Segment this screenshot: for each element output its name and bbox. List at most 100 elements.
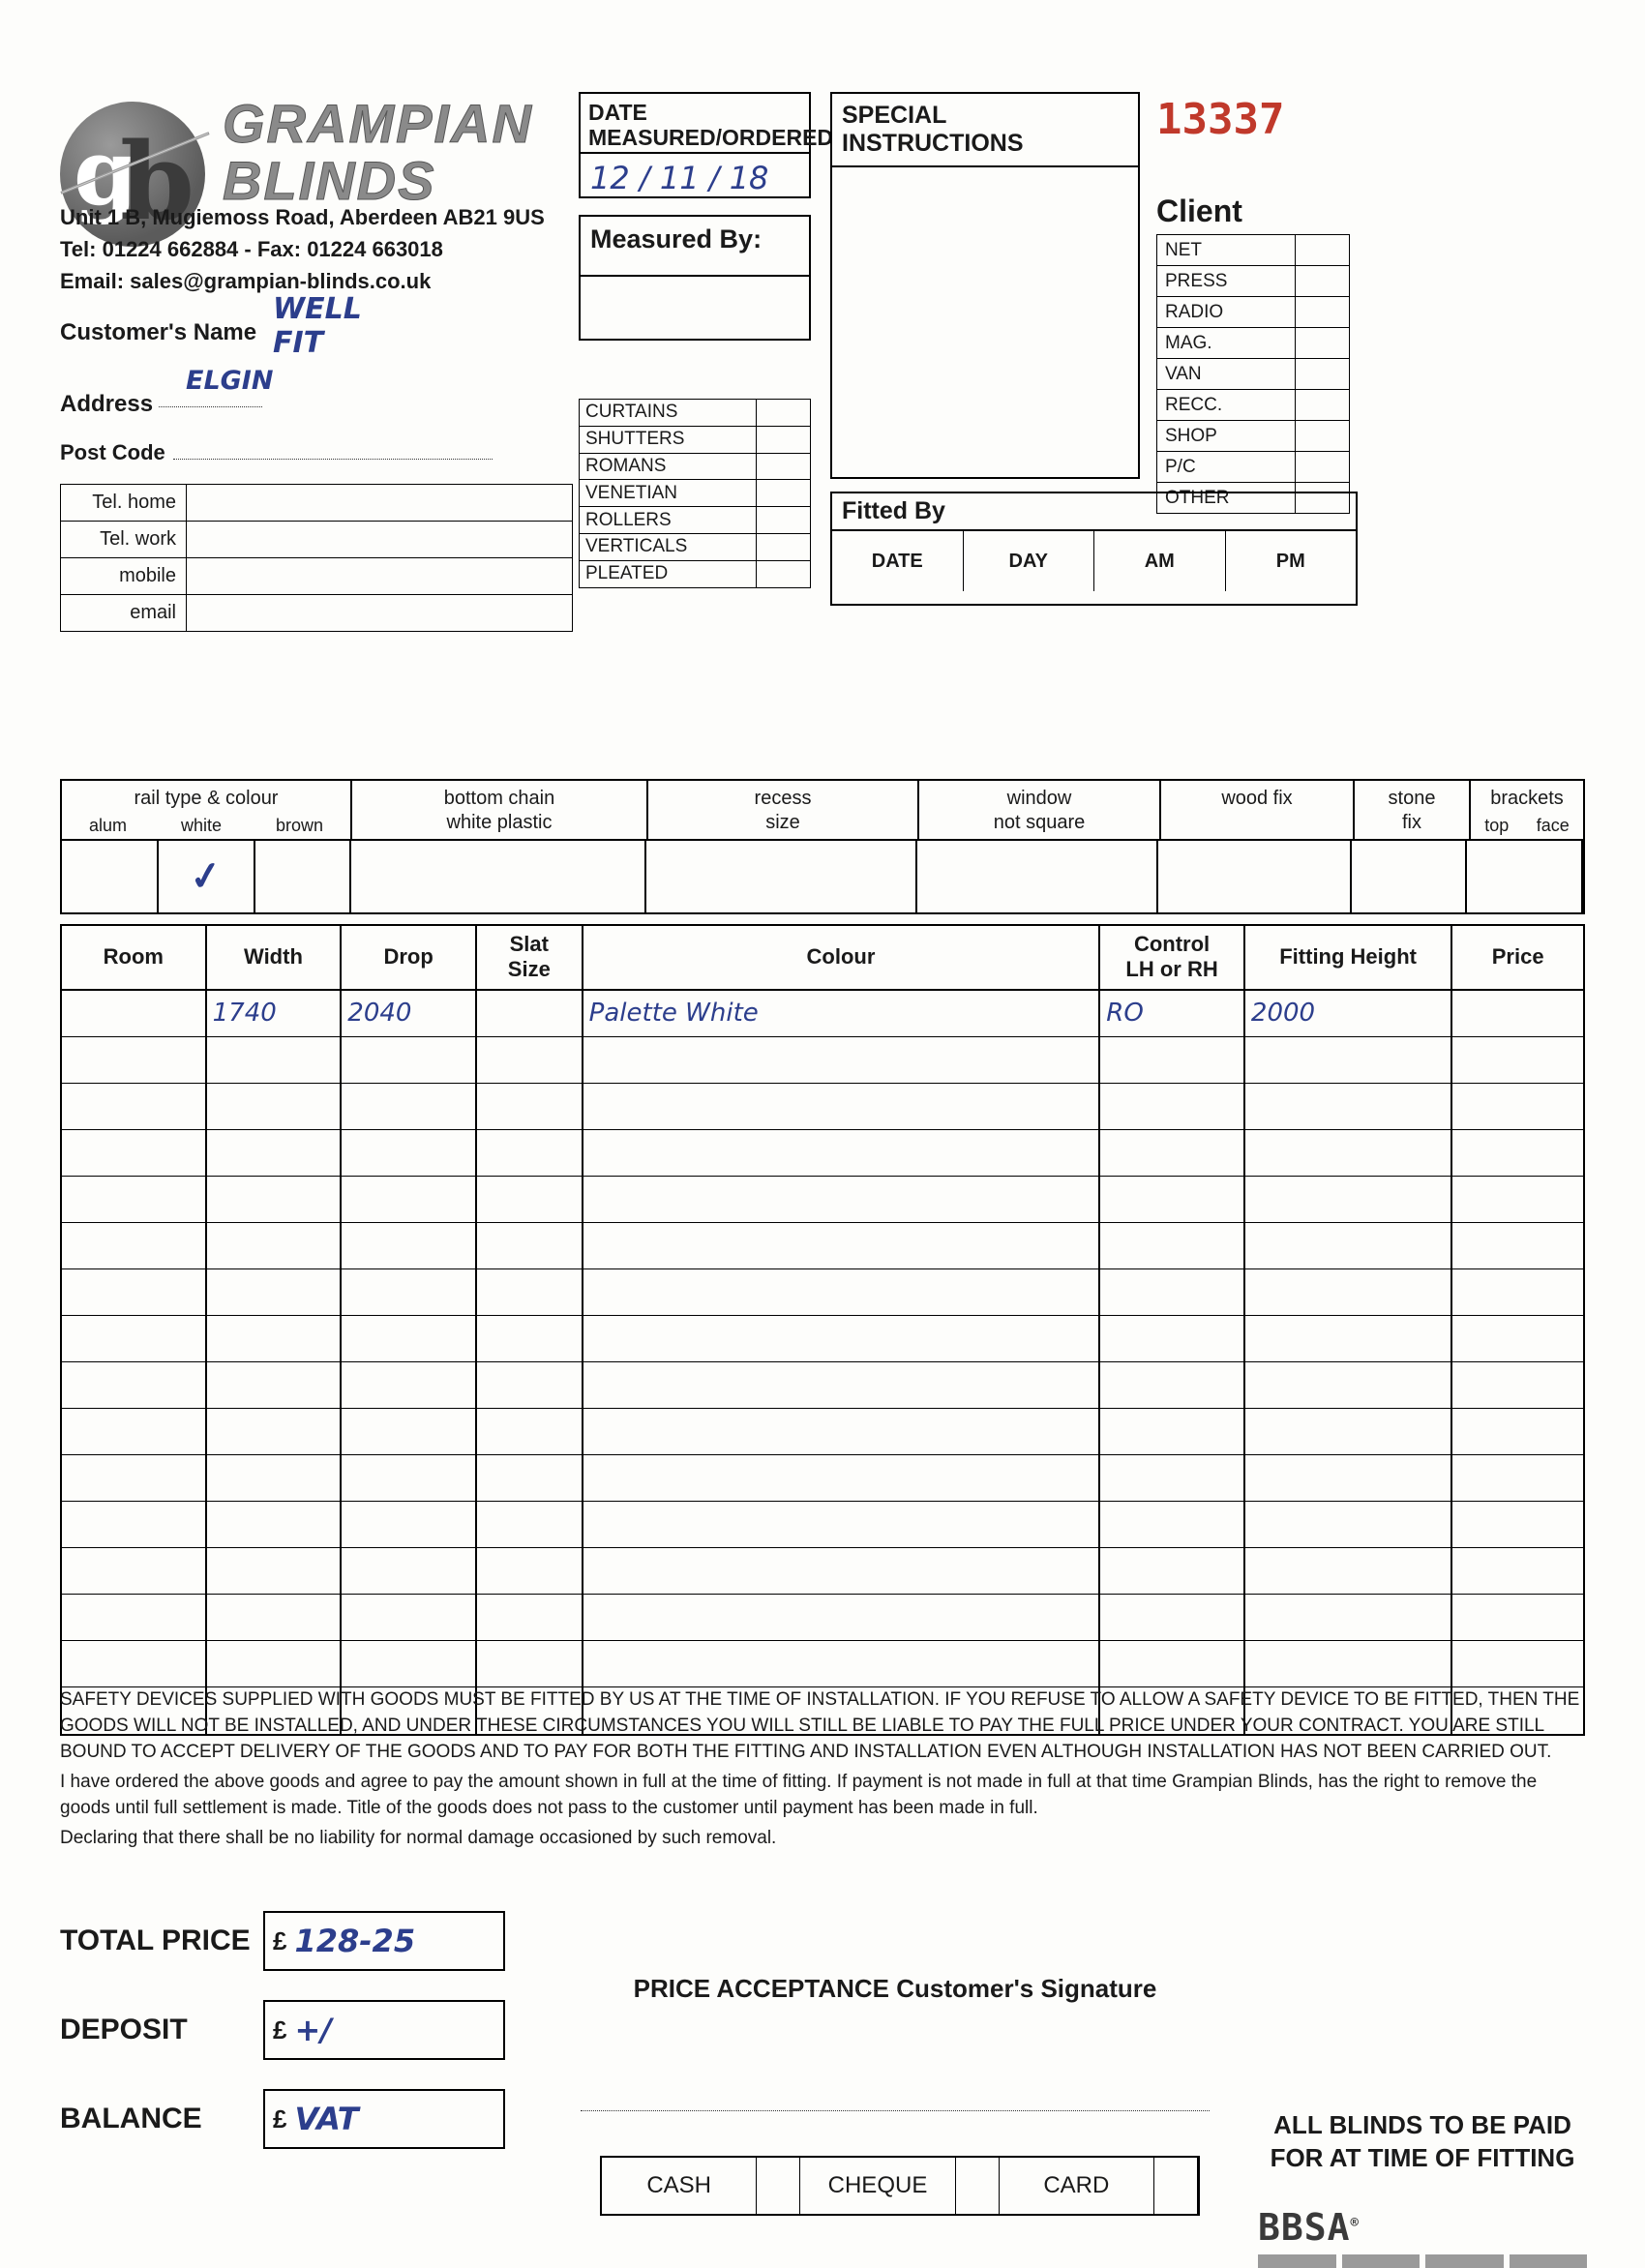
- email-row[interactable]: email: [61, 595, 572, 632]
- cell-room[interactable]: [62, 1130, 207, 1176]
- cell-room[interactable]: [62, 1641, 207, 1686]
- table-row[interactable]: [62, 1548, 1583, 1595]
- cell-colour[interactable]: [583, 1595, 1101, 1640]
- cell-slat[interactable]: [477, 1455, 583, 1501]
- client-row-press[interactable]: PRESS: [1157, 266, 1349, 297]
- cell-room[interactable]: [62, 1595, 207, 1640]
- cell-drop[interactable]: [342, 1362, 477, 1408]
- cell-colour[interactable]: [583, 1223, 1101, 1268]
- cell-colour[interactable]: [583, 1362, 1101, 1408]
- client-row-pc[interactable]: P/C: [1157, 452, 1349, 483]
- table-row[interactable]: [62, 1130, 1583, 1177]
- cell-fitheight[interactable]: [1245, 1502, 1452, 1547]
- cell-slat[interactable]: [477, 1595, 583, 1640]
- cell-control[interactable]: [1100, 1502, 1245, 1547]
- cell-slat[interactable]: [477, 1362, 583, 1408]
- cell-fitheight[interactable]: [1245, 1177, 1452, 1222]
- cell-width[interactable]: [207, 1037, 343, 1083]
- cell-drop[interactable]: [342, 1084, 477, 1129]
- category-row-verticals[interactable]: VERTICALS: [580, 534, 810, 561]
- stone-fix-cell[interactable]: [1352, 841, 1468, 914]
- cell-price[interactable]: [1452, 1084, 1583, 1129]
- tel-work-row[interactable]: Tel. work: [61, 522, 572, 558]
- cell-colour[interactable]: [583, 1177, 1101, 1222]
- cell-drop[interactable]: [342, 1177, 477, 1222]
- cell-width[interactable]: [207, 1316, 343, 1361]
- cell-price[interactable]: [1452, 1455, 1583, 1501]
- cell-control[interactable]: [1100, 1595, 1245, 1640]
- bottom-chain-cell[interactable]: [351, 841, 646, 914]
- cell-price[interactable]: [1452, 1037, 1583, 1083]
- cell-control[interactable]: [1100, 1223, 1245, 1268]
- cell-slat[interactable]: [477, 1130, 583, 1176]
- cell-slat[interactable]: [477, 1223, 583, 1268]
- client-row-mag[interactable]: MAG.: [1157, 328, 1349, 359]
- cell-control[interactable]: [1100, 1084, 1245, 1129]
- table-row[interactable]: [62, 1177, 1583, 1223]
- rail-type-alum-cell[interactable]: [62, 841, 159, 914]
- cell-room[interactable]: [62, 1037, 207, 1083]
- cell-width[interactable]: [207, 1641, 343, 1686]
- cell-slat[interactable]: [477, 1177, 583, 1222]
- cell-price[interactable]: [1452, 1130, 1583, 1176]
- cell-drop[interactable]: [342, 1269, 477, 1315]
- cell-control[interactable]: [1100, 1641, 1245, 1686]
- table-row[interactable]: [62, 1362, 1583, 1409]
- cell-width[interactable]: [207, 1595, 343, 1640]
- customer-address-value[interactable]: ELGIN: [186, 366, 273, 396]
- cell-price[interactable]: [1452, 991, 1583, 1036]
- cell-colour[interactable]: [583, 1269, 1101, 1315]
- cell-width[interactable]: [207, 1548, 343, 1594]
- cell-price[interactable]: [1452, 1409, 1583, 1454]
- table-row[interactable]: [62, 1455, 1583, 1502]
- cell-price[interactable]: [1452, 1548, 1583, 1594]
- cell-control[interactable]: [1100, 1455, 1245, 1501]
- cell-width[interactable]: [207, 1177, 343, 1222]
- cell-drop[interactable]: [342, 1595, 477, 1640]
- special-instructions-box[interactable]: SPECIAL INSTRUCTIONS: [830, 92, 1140, 479]
- customer-signature-line[interactable]: [581, 2110, 1210, 2111]
- category-row-romans[interactable]: ROMANS: [580, 454, 810, 481]
- cell-price[interactable]: [1452, 1269, 1583, 1315]
- cell-fitheight[interactable]: [1245, 1223, 1452, 1268]
- cell-room[interactable]: [62, 1409, 207, 1454]
- cell-colour[interactable]: [583, 1409, 1101, 1454]
- cell-room[interactable]: [62, 1548, 207, 1594]
- cell-width[interactable]: 1740: [207, 991, 343, 1036]
- rail-type-brown-cell[interactable]: [255, 841, 352, 914]
- fitted-by-box[interactable]: Fitted By DATE DAY AM PM: [830, 492, 1358, 606]
- window-not-square-cell[interactable]: [917, 841, 1158, 914]
- measured-by-box[interactable]: Measured By:: [579, 215, 811, 341]
- cell-slat[interactable]: [477, 991, 583, 1036]
- cell-width[interactable]: [207, 1130, 343, 1176]
- payment-option-cash-checkbox[interactable]: [757, 2158, 800, 2214]
- cell-drop[interactable]: [342, 1130, 477, 1176]
- cell-width[interactable]: [207, 1269, 343, 1315]
- cell-width[interactable]: [207, 1223, 343, 1268]
- cell-width[interactable]: [207, 1362, 343, 1408]
- cell-control[interactable]: [1100, 1269, 1245, 1315]
- payment-option-cheque-checkbox[interactable]: [956, 2158, 1000, 2214]
- cell-drop[interactable]: [342, 1409, 477, 1454]
- cell-price[interactable]: [1452, 1316, 1583, 1361]
- cell-slat[interactable]: [477, 1409, 583, 1454]
- cell-fitheight[interactable]: [1245, 1037, 1452, 1083]
- cell-fitheight[interactable]: [1245, 1409, 1452, 1454]
- cell-room[interactable]: [62, 1084, 207, 1129]
- cell-price[interactable]: [1452, 1177, 1583, 1222]
- table-row[interactable]: [62, 1595, 1583, 1641]
- client-row-van[interactable]: VAN: [1157, 359, 1349, 390]
- cell-room[interactable]: [62, 1269, 207, 1315]
- table-row[interactable]: [62, 1037, 1583, 1084]
- table-row[interactable]: [62, 1316, 1583, 1362]
- cell-room[interactable]: [62, 1362, 207, 1408]
- cell-slat[interactable]: [477, 1269, 583, 1315]
- client-row-shop[interactable]: SHOP: [1157, 421, 1349, 452]
- cell-fitheight[interactable]: [1245, 1130, 1452, 1176]
- cell-control[interactable]: [1100, 1177, 1245, 1222]
- cell-fitheight[interactable]: [1245, 1641, 1452, 1686]
- cell-fitheight[interactable]: [1245, 1269, 1452, 1315]
- cell-drop[interactable]: [342, 1548, 477, 1594]
- cell-drop[interactable]: [342, 1455, 477, 1501]
- postcode-field[interactable]: Post Code: [60, 440, 493, 465]
